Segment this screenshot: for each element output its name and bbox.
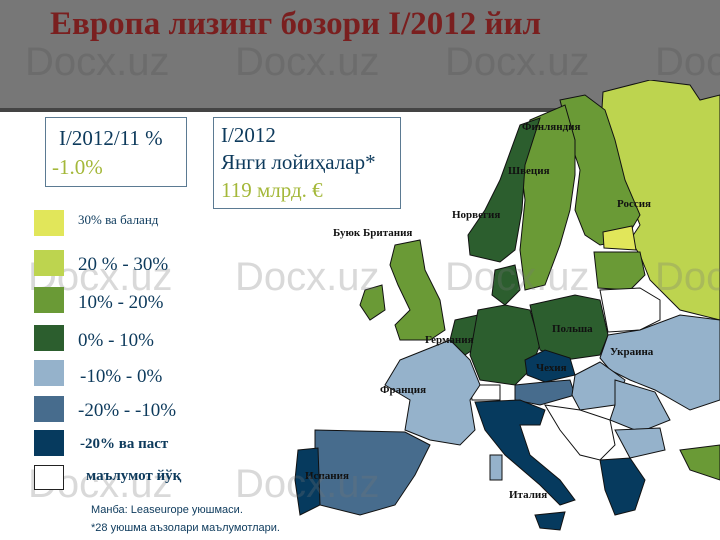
new-period: I/2012 xyxy=(221,123,276,147)
country-sardinia xyxy=(489,454,503,481)
page-title: Европа лизинг бозори I/2012 йил xyxy=(50,6,542,42)
growth-period: I/2012/11 % xyxy=(59,126,163,150)
label-spain: Испания xyxy=(305,470,349,482)
label-sweden: Швеция xyxy=(508,165,550,177)
label-finland: Финляндия xyxy=(522,121,580,133)
label-germany: Германия xyxy=(425,334,474,346)
country-sweden xyxy=(519,104,576,291)
legend-label: 20 % - 30% xyxy=(78,254,169,275)
country-norway xyxy=(467,117,541,263)
legend-swatch xyxy=(34,465,64,490)
country-ukraine xyxy=(599,314,720,411)
watermark: Docx.uz xyxy=(655,40,720,84)
europe-map: Финляндия Швеция Норвегия Россия Буюк Бр… xyxy=(294,80,720,531)
label-poland: Польша xyxy=(552,323,593,335)
label-czech: Чехия xyxy=(536,362,567,374)
watermark: Docx.uz xyxy=(235,40,380,84)
legend-label: 0% - 10% xyxy=(78,330,154,351)
label-italy: Италия xyxy=(509,489,547,501)
legend-swatch xyxy=(34,396,64,422)
new-business-box: I/2012 Янги лойиҳалар* 119 млрд. € xyxy=(213,117,401,209)
legend-swatch xyxy=(34,430,64,456)
legend-swatch xyxy=(34,360,64,386)
label-uk: Буюк Британия xyxy=(333,227,412,239)
legend-label: -20% ва паст xyxy=(80,436,169,452)
legend-label: 30% ва баланд xyxy=(78,212,159,227)
country-uk xyxy=(389,239,446,341)
country-italy xyxy=(474,399,576,506)
legend-swatch xyxy=(34,250,64,276)
country-ireland xyxy=(359,284,386,321)
legend-swatch xyxy=(34,287,64,313)
legend-label: -20% - -10% xyxy=(78,400,177,421)
country-baltics xyxy=(593,251,646,291)
country-portugal xyxy=(294,447,321,516)
growth-box: I/2012/11 % -1.0% xyxy=(45,117,187,187)
legend-swatch xyxy=(34,325,64,351)
country-bulgaria xyxy=(614,427,666,459)
growth-value: -1.0% xyxy=(52,155,103,179)
label-ukraine: Украина xyxy=(610,346,654,358)
country-denmark xyxy=(491,264,521,306)
watermark: Docx.uz xyxy=(25,40,170,84)
source-note: Манба: Leaseurope уюшмаси. xyxy=(91,504,243,516)
new-label: Янги лойиҳалар* xyxy=(221,150,376,174)
label-france: Франция xyxy=(380,384,426,396)
watermark: Docx.uz xyxy=(445,40,590,84)
country-belarus xyxy=(599,287,661,333)
label-russia: Россия xyxy=(617,198,651,210)
country-sicily xyxy=(534,511,566,531)
country-turkey xyxy=(679,444,720,481)
country-france xyxy=(384,339,481,446)
legend-label: маълумот йўқ xyxy=(86,468,182,484)
country-balkans xyxy=(544,404,616,461)
label-norway: Норвегия xyxy=(452,209,500,221)
legend-label: -10% - 0% xyxy=(80,366,163,387)
country-estonia xyxy=(602,225,637,251)
country-greece xyxy=(599,457,646,516)
new-value: 119 млрд. € xyxy=(221,178,323,202)
footnote: *28 уюшма аъзолари маълумотлари. xyxy=(91,522,280,534)
legend-label: 10% - 20% xyxy=(78,292,164,313)
legend-swatch xyxy=(34,210,64,236)
